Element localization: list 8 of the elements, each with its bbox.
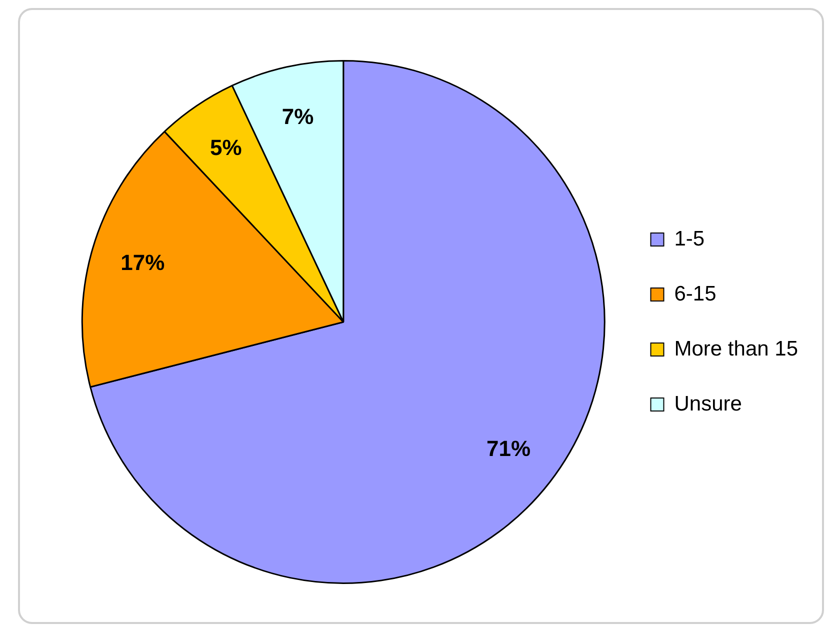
data-label: 7%	[282, 104, 314, 130]
legend-label: 6-15	[674, 282, 716, 306]
legend-label: 1-5	[674, 227, 705, 250]
data-label: 17%	[120, 250, 165, 275]
data-label: 5%	[210, 135, 242, 160]
legend-label: More than 15	[674, 337, 798, 360]
data-label: 71%	[486, 436, 531, 462]
legend-label: Unsure	[674, 392, 742, 416]
